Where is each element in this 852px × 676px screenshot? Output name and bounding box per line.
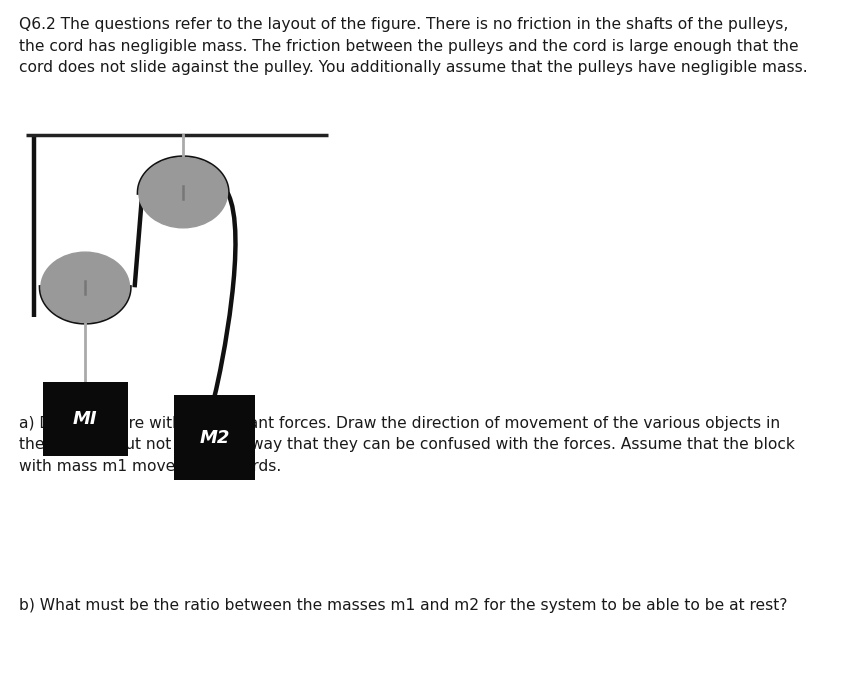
- Text: Q6.2 The questions refer to the layout of the figure. There is no friction in th: Q6.2 The questions refer to the layout o…: [19, 17, 808, 75]
- Text: b) What must be the ratio between the masses m1 and m2 for the system to be able: b) What must be the ratio between the ma…: [19, 598, 787, 613]
- Bar: [43, 382, 128, 456]
- Circle shape: [41, 252, 130, 322]
- Text: MI: MI: [73, 410, 97, 428]
- Circle shape: [139, 158, 227, 228]
- Text: M2: M2: [199, 429, 230, 447]
- Bar: [175, 395, 256, 480]
- Text: a) Draw a figure with all relevant forces. Draw the direction of movement of the: a) Draw a figure with all relevant force…: [19, 416, 795, 474]
